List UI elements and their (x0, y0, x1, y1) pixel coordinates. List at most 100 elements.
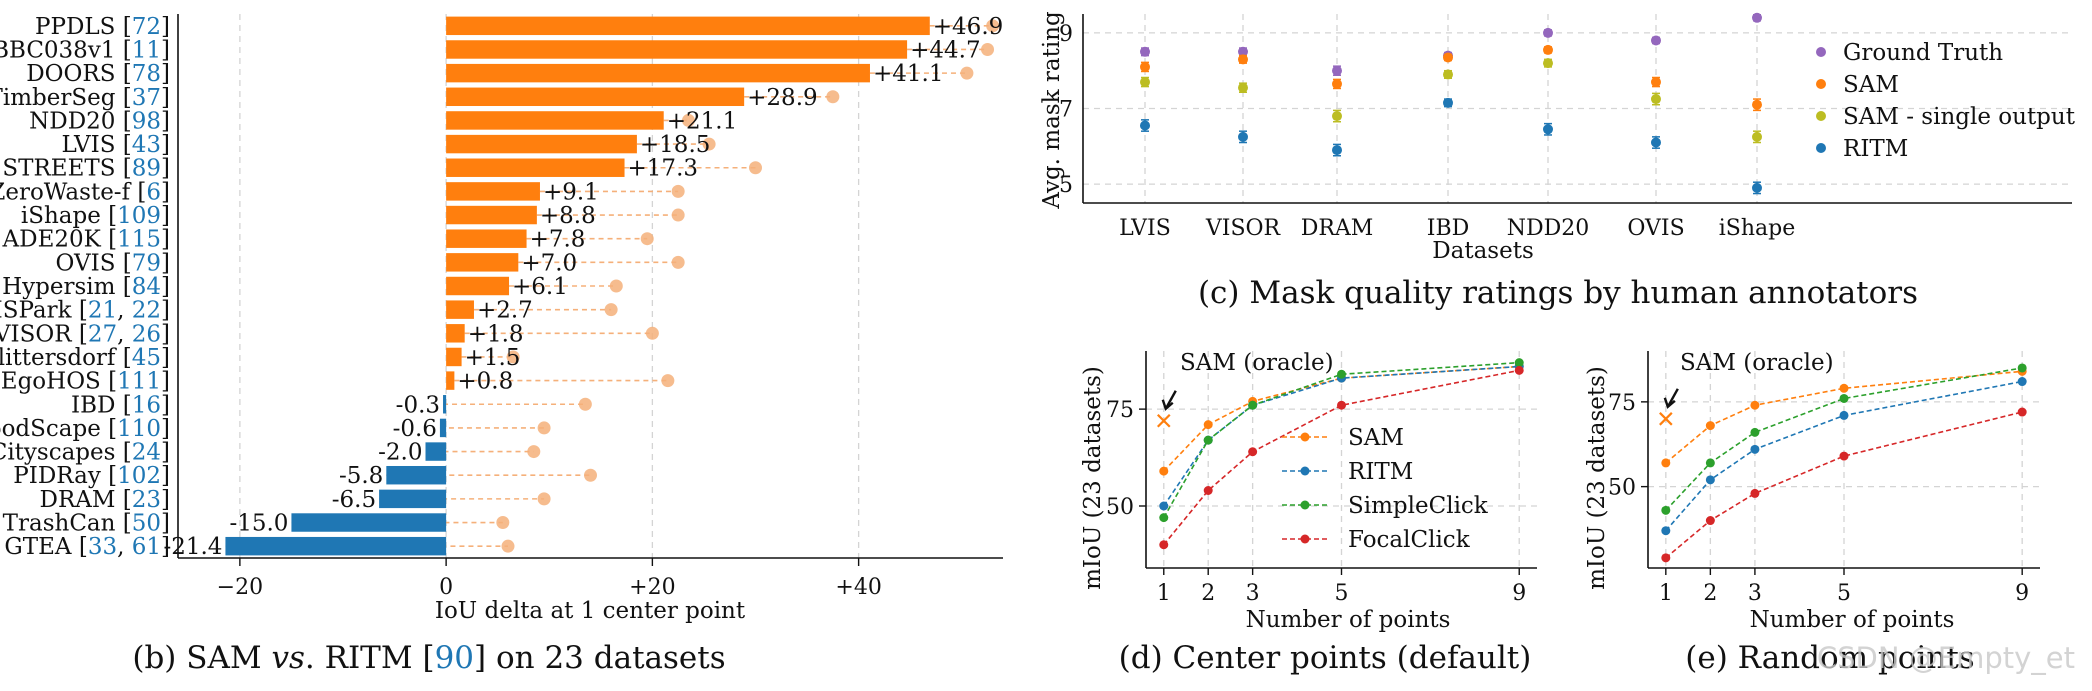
series-point (1839, 393, 1849, 403)
rating-point (1752, 99, 1762, 110)
legend-label: Ground Truth (1843, 40, 2003, 66)
panel-b-bars: +46.9+44.7+41.1+28.9+21.1+18.5+17.3+9.1+… (163, 14, 1003, 560)
bar-value-label: +7.0 (521, 250, 577, 276)
bar-value-label: +44.7 (910, 37, 980, 63)
rating-point (1332, 78, 1342, 89)
rating-point (1543, 44, 1553, 55)
series-point (1159, 513, 1169, 523)
category-label: PIDRay [102] (13, 463, 170, 489)
x-tick-label: 9 (1512, 581, 1526, 606)
rating-point (1443, 69, 1453, 80)
panel-c-x-label: Datasets (1432, 238, 1534, 264)
panel-e-x-ticks: 1 2 3 5 9 (1659, 568, 2029, 606)
series-point (1839, 383, 1849, 393)
panel-c-x-tick-label: OVIS (1627, 216, 1684, 241)
oracle-marker (1659, 412, 1673, 426)
bar (446, 253, 519, 272)
bar-value-label: +0.8 (457, 369, 513, 395)
bar-value-label: -6.5 (332, 487, 376, 513)
bar (446, 158, 625, 177)
bar (443, 395, 447, 414)
category-name: PPDLS [ (35, 14, 132, 40)
panel-e-chart: 50 75 1 2 3 5 9 mIoU (23 datasets) Number of … (1584, 350, 2040, 676)
oracle-point (506, 350, 520, 364)
category-label: EgoHOS [111] (1, 369, 170, 395)
series-point (1514, 358, 1524, 368)
bar (446, 182, 540, 201)
rating-point (1238, 82, 1248, 93)
oracle-point (609, 279, 623, 293)
rating-point (1651, 35, 1661, 46)
bar (446, 300, 474, 319)
category-reference: 110 (117, 416, 161, 442)
caption-b-part-3: . RITM [ (305, 640, 435, 676)
bar (446, 276, 510, 296)
category-reference: 24 (132, 440, 161, 466)
category-bracket: ] (161, 156, 170, 182)
panel-c-gridlines (1083, 14, 2072, 203)
rating-point (1332, 111, 1342, 122)
oracle-point (537, 421, 551, 435)
category-reference: 111 (117, 369, 161, 395)
category-name: GTEA [ (4, 534, 87, 560)
bar-value-label: -21.4 (163, 534, 222, 560)
category-name: DOORS [ (26, 61, 132, 87)
category-reference: 50 (132, 511, 161, 537)
panel-b-x-tick-label: +20 (629, 575, 675, 600)
bar-value-label: +28.9 (747, 85, 817, 111)
category-label: TimberSeg [37] (0, 85, 170, 111)
watermark: CSDN @Empty_et (1817, 641, 2075, 675)
bar-value-label: +46.9 (933, 14, 1003, 40)
legend-marker (1816, 143, 1826, 153)
category-name: ADE20K [ (2, 227, 118, 253)
legend-marker (1816, 47, 1826, 57)
bar (446, 371, 455, 390)
oracle-point (640, 232, 654, 246)
bar-value-label: +17.3 (628, 156, 698, 182)
oracle-point (671, 208, 685, 222)
category-label: OVIS [79] (56, 250, 170, 276)
bar (446, 134, 637, 154)
category-label: NDD20 [98] (29, 108, 170, 134)
panel-e-oracle-arrow (1663, 388, 1679, 409)
panel-c-y-tick-label: 7 (1059, 98, 1073, 123)
panel-c-x-tick-label: IBD (1427, 216, 1470, 241)
panel-d-caption: (d) Center points (default) (1119, 640, 1532, 676)
oracle-point (604, 303, 618, 317)
oracle-point (986, 19, 1000, 33)
category-reference: 84 (132, 274, 161, 300)
series-point (1159, 501, 1169, 511)
oracle-point (527, 445, 541, 459)
bar-value-label: +9.1 (543, 179, 599, 205)
panel-b-chart: +46.9+44.7+41.1+28.9+21.1+18.5+17.3+9.1+… (0, 14, 1003, 676)
category-bracket: ] (161, 511, 170, 537)
category-name: NDD20 [ (29, 108, 132, 134)
series-point (1705, 421, 1715, 431)
legend-label: RITM (1348, 459, 1413, 485)
oracle-point (496, 516, 510, 530)
category-label: PPDLS [72] (35, 14, 170, 40)
category-label: iShape [109] (21, 203, 170, 229)
category-reference: 43 (132, 132, 161, 158)
category-label: Hypersim [84] (2, 274, 170, 300)
bar (446, 63, 870, 83)
bar (425, 442, 447, 461)
bar-value-label: -0.3 (396, 392, 440, 418)
x-tick-label: 1 (1157, 581, 1171, 606)
category-name: NDISPark [ (0, 298, 88, 324)
oracle-point (981, 42, 995, 56)
rating-point (1651, 137, 1661, 148)
category-label: LVIS [43] (61, 132, 170, 158)
category-bracket: ] (161, 14, 170, 40)
y-tick-label: 75 (1608, 391, 1636, 416)
category-name: Hypersim [ (2, 274, 132, 300)
category-bracket: ] (161, 298, 170, 324)
panel-d-x-label: Number of points (1246, 607, 1451, 633)
panel-b-caption: (b) SAM vs. RITM [90] on 23 datasets (132, 640, 725, 676)
rating-point (1752, 182, 1762, 193)
category-reference: 45 (132, 345, 161, 371)
rating-point (1651, 77, 1661, 88)
category-label: DOORS [78] (26, 61, 170, 87)
panel-c-x-tick-label: LVIS (1119, 216, 1171, 241)
